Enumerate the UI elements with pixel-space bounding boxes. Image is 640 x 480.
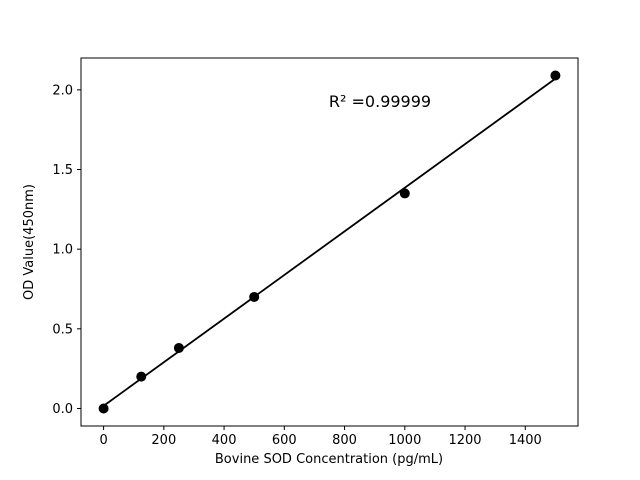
data-point bbox=[98, 403, 109, 414]
y-tick-label: 0.0 bbox=[52, 402, 73, 417]
x-tick-label: 1400 bbox=[509, 433, 542, 448]
data-point bbox=[399, 188, 410, 199]
x-tick-label: 1200 bbox=[448, 433, 481, 448]
x-tick-label: 400 bbox=[212, 433, 237, 448]
data-point bbox=[173, 342, 184, 353]
data-point bbox=[550, 70, 561, 81]
x-axis-label: Bovine SOD Concentration (pg/mL) bbox=[215, 452, 443, 467]
axes-frame bbox=[80, 57, 579, 427]
data-point bbox=[249, 291, 260, 302]
fit-line bbox=[103, 77, 556, 407]
x-tick-label: 1000 bbox=[388, 433, 421, 448]
data-point bbox=[136, 371, 147, 382]
r-squared-annotation: R² =0.99999 bbox=[329, 92, 431, 111]
y-tick-label: 1.5 bbox=[52, 163, 73, 178]
x-tick-label: 0 bbox=[99, 433, 107, 448]
plot-area: 0 200 400 600 800 1000 1200 1400 0.0 0.5 1.0 1.5 2.0 bbox=[52, 57, 579, 448]
x-tick-label: 800 bbox=[332, 433, 357, 448]
x-tick-label: 600 bbox=[272, 433, 297, 448]
y-tick-label: 1.0 bbox=[52, 243, 73, 258]
y-tick-label: 0.5 bbox=[52, 322, 73, 337]
y-axis-label: OD Value(450nm) bbox=[22, 184, 37, 300]
y-tick-label: 2.0 bbox=[52, 83, 73, 98]
x-tick-label: 200 bbox=[151, 433, 176, 448]
